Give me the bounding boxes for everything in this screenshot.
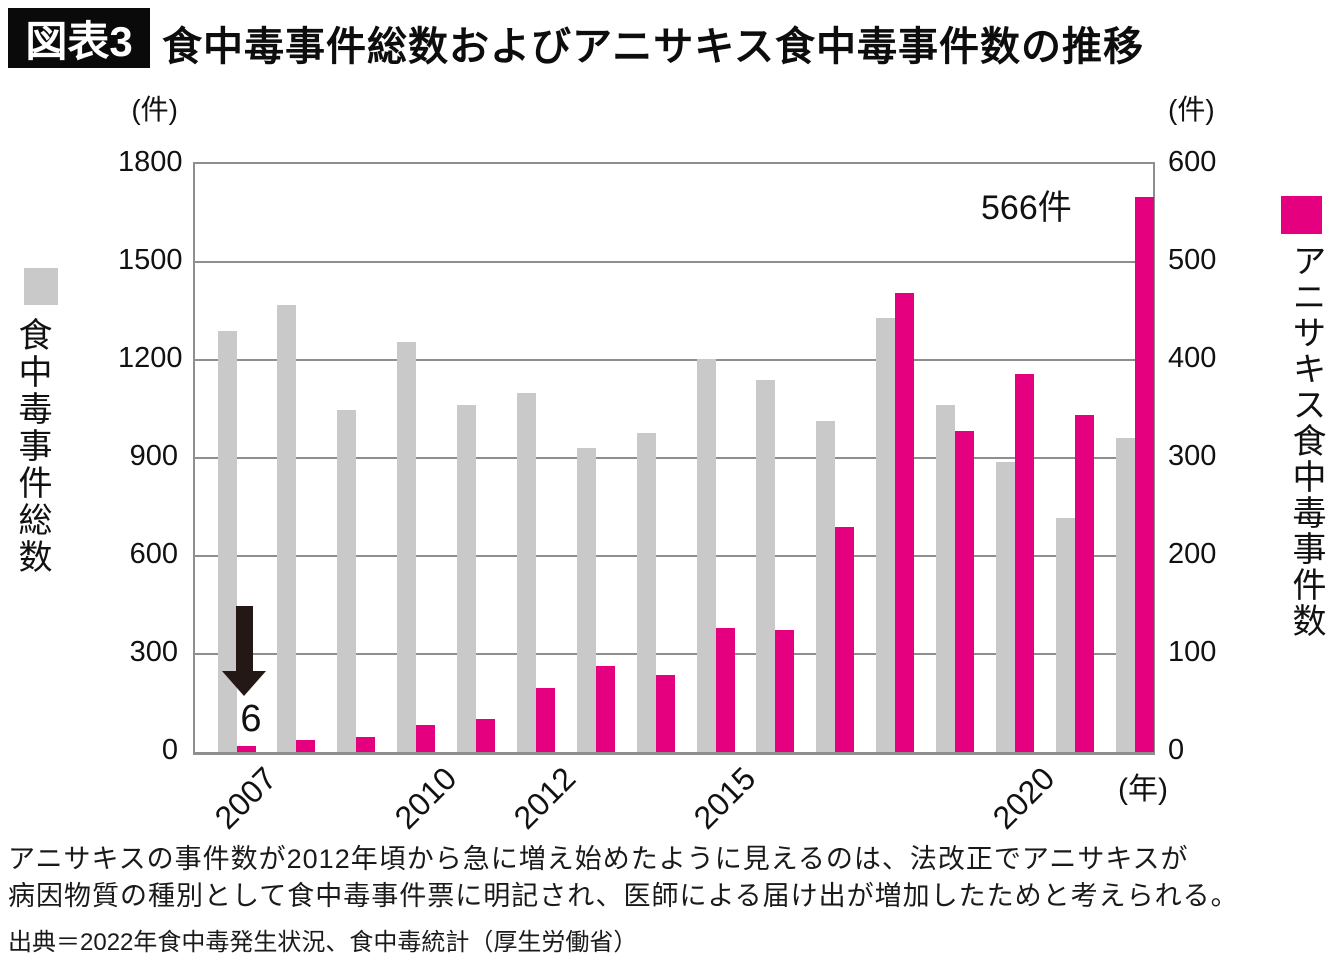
chart-caption: アニサキスの事件数が2012年頃から急に増え始めたように見えるのは、法改正でアニ… bbox=[8, 841, 1239, 915]
bar-total-2015 bbox=[697, 359, 716, 752]
figure-title: 食中毒事件総数およびアニサキス食中毒事件数の推移 bbox=[162, 25, 1144, 69]
annotation-2022-value: 566件 bbox=[981, 189, 1072, 227]
right-axis-tick: 600 bbox=[1168, 146, 1217, 178]
right-axis-unit: (件) bbox=[1168, 94, 1215, 125]
bar-anisakis-2010 bbox=[416, 725, 435, 752]
bar-anisakis-2016 bbox=[775, 630, 794, 752]
legend-total-swatch bbox=[24, 268, 58, 305]
bar-anisakis-2013 bbox=[596, 666, 615, 752]
bar-anisakis-2017 bbox=[835, 527, 854, 752]
bar-anisakis-2009 bbox=[356, 737, 375, 752]
bar-total-2022 bbox=[1116, 438, 1135, 752]
bar-total-2008 bbox=[277, 305, 296, 752]
bar-anisakis-2019 bbox=[955, 431, 974, 752]
right-axis-tick: 200 bbox=[1168, 538, 1217, 570]
gridline bbox=[195, 261, 1153, 263]
bar-total-2012 bbox=[517, 393, 536, 752]
bar-anisakis-2018 bbox=[895, 293, 914, 752]
left-axis-tick: 1200 bbox=[118, 342, 183, 374]
bar-anisakis-2015 bbox=[716, 628, 735, 752]
x-axis-label-2007: 2007 bbox=[207, 760, 284, 836]
bar-total-2019 bbox=[936, 405, 955, 752]
caption-line-2: 病因物質の種別として食中毒事件票に明記され、医師による届け出が増加したためと考え… bbox=[8, 881, 1239, 911]
bar-anisakis-2007 bbox=[237, 746, 256, 752]
x-axis-unit: (年) bbox=[1118, 773, 1168, 806]
x-axis-label-2012: 2012 bbox=[506, 760, 583, 836]
bar-anisakis-2012 bbox=[536, 688, 555, 752]
right-axis-tick: 500 bbox=[1168, 244, 1217, 276]
down-arrow-icon bbox=[236, 606, 253, 672]
x-axis-label-2010: 2010 bbox=[387, 760, 464, 836]
left-axis-tick: 900 bbox=[129, 440, 178, 472]
bar-anisakis-2011 bbox=[476, 719, 495, 752]
gridline bbox=[195, 653, 1153, 655]
down-arrow-head-icon bbox=[222, 671, 266, 696]
right-axis-tick: 100 bbox=[1168, 636, 1217, 668]
left-axis-unit: (件) bbox=[131, 94, 178, 125]
bar-anisakis-2021 bbox=[1075, 415, 1094, 752]
right-axis-tick: 300 bbox=[1168, 440, 1217, 472]
left-axis-tick: 600 bbox=[129, 538, 178, 570]
figure-badge: 図表3 bbox=[8, 8, 150, 68]
bar-anisakis-2014 bbox=[656, 675, 675, 752]
bar-anisakis-2022 bbox=[1135, 197, 1154, 752]
bar-total-2014 bbox=[637, 433, 656, 752]
bar-total-2020 bbox=[996, 462, 1015, 752]
annotation-2007-value: 6 bbox=[240, 698, 262, 740]
bar-total-2017 bbox=[816, 421, 835, 752]
bar-total-2021 bbox=[1056, 518, 1075, 752]
bar-total-2011 bbox=[457, 405, 476, 752]
bar-total-2007 bbox=[218, 331, 237, 752]
caption-line-1: アニサキスの事件数が2012年頃から急に増え始めたように見えるのは、法改正でアニ… bbox=[8, 844, 1189, 874]
legend-total-label: 食中毒事件総数 bbox=[13, 317, 51, 576]
plot-area bbox=[193, 162, 1155, 755]
gridline bbox=[195, 457, 1153, 459]
legend-anisakis-label: アニサキス食中毒事件数 bbox=[1287, 243, 1325, 639]
gridline bbox=[195, 359, 1153, 361]
bar-anisakis-2008 bbox=[296, 740, 315, 752]
gridline bbox=[195, 555, 1153, 557]
bar-total-2013 bbox=[577, 448, 596, 752]
x-axis-label-2015: 2015 bbox=[686, 760, 763, 836]
bar-total-2009 bbox=[337, 410, 356, 752]
bar-total-2018 bbox=[876, 318, 895, 752]
left-axis-tick: 300 bbox=[129, 636, 178, 668]
bar-total-2010 bbox=[397, 342, 416, 752]
right-axis-tick: 400 bbox=[1168, 342, 1217, 374]
bar-anisakis-2020 bbox=[1015, 374, 1034, 752]
x-axis-label-2020: 2020 bbox=[985, 760, 1062, 836]
left-axis-tick: 0 bbox=[161, 734, 178, 766]
source-note: 出典＝2022年食中毒発生状況、食中毒統計（厚生労働省） bbox=[8, 929, 638, 956]
left-axis-tick: 1800 bbox=[118, 146, 183, 178]
bar-total-2016 bbox=[756, 380, 775, 752]
left-axis-tick: 1500 bbox=[118, 244, 183, 276]
right-axis-tick: 0 bbox=[1168, 734, 1185, 766]
legend-anisakis-swatch bbox=[1281, 196, 1322, 234]
